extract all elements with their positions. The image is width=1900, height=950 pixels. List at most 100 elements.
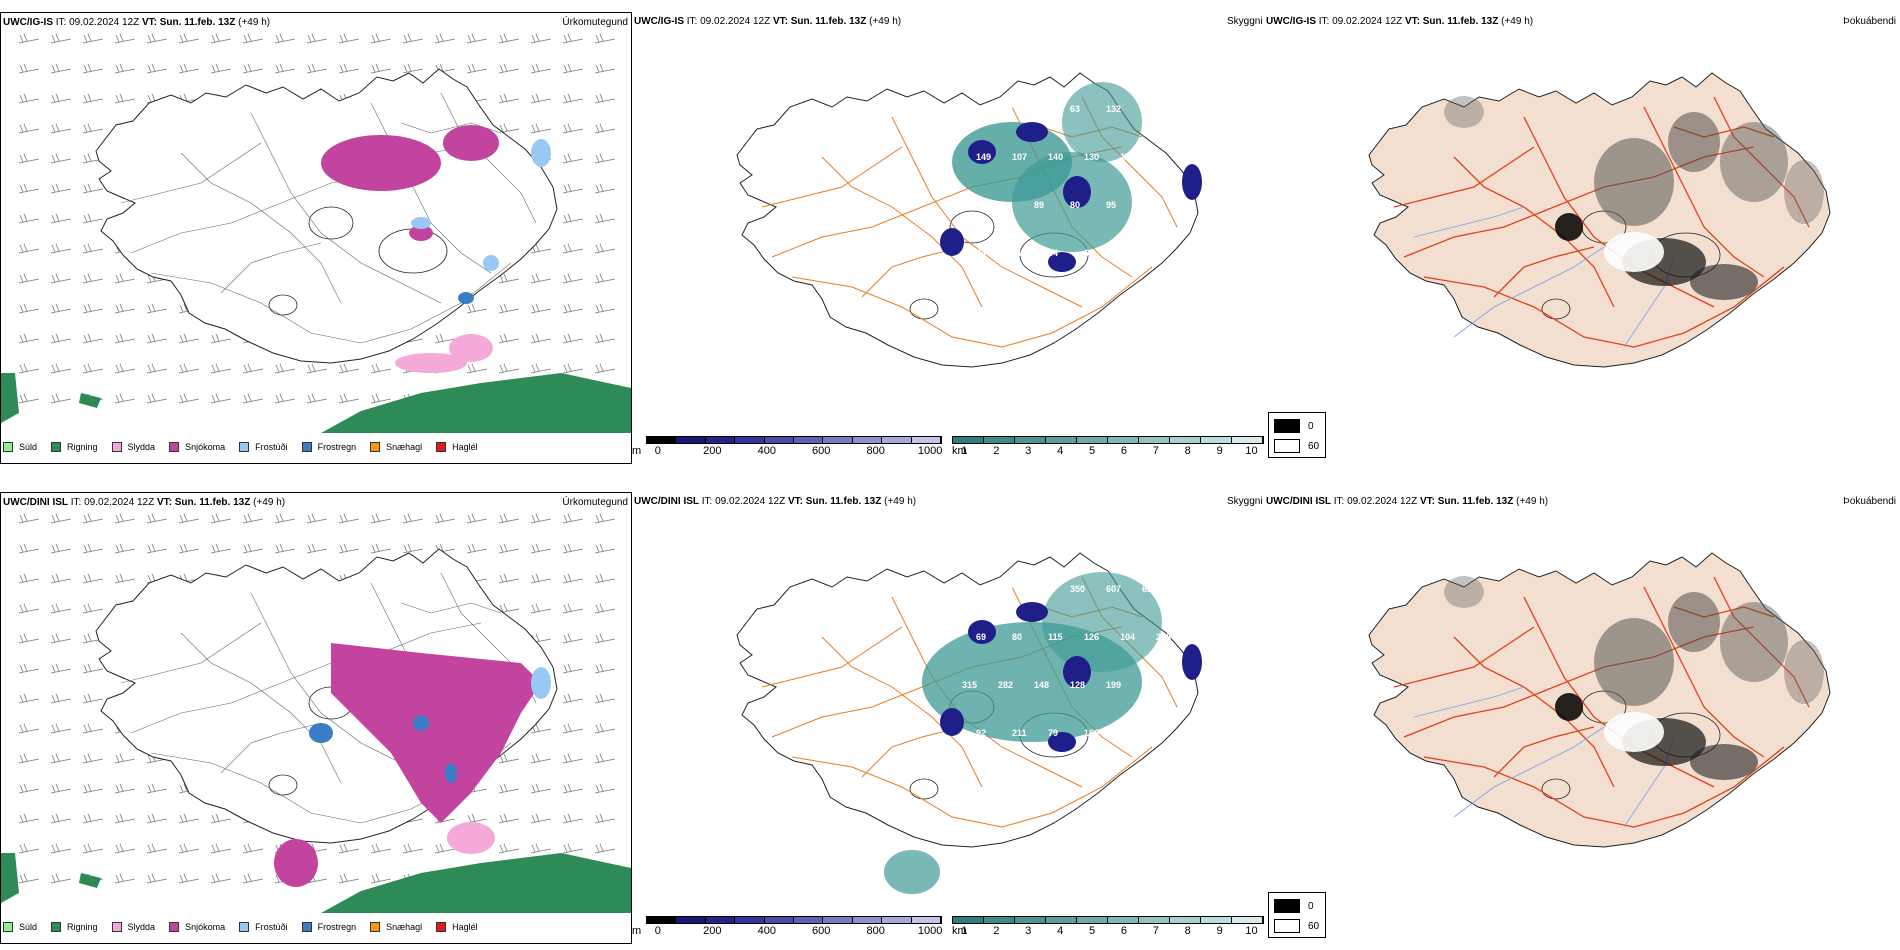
cloudbase-value: 128	[1070, 680, 1085, 690]
colorbar-unit: m	[632, 445, 642, 457]
cloudbase-value: 62	[1142, 584, 1152, 594]
fog-title: Þokuábendi	[1843, 16, 1896, 27]
cloudbase-value: 171	[1120, 152, 1135, 162]
legend-label: Rigning	[67, 922, 98, 932]
cloudbase-value: 63	[1070, 104, 1080, 114]
visibility-map: 235 573 173 63 132 138 149 107 140 130 171 37 67 51 89…	[736, 72, 1202, 368]
colorbar-tick: 7	[1152, 925, 1159, 937]
legend-entry: Haglél	[436, 442, 478, 452]
colorbar-cell	[735, 917, 765, 923]
fog-legend-swatch	[1274, 919, 1300, 933]
legend-label: Snjókoma	[185, 442, 226, 452]
legend-label: Snjókoma	[185, 922, 226, 932]
colorbar-cell	[794, 437, 824, 443]
cloudbase-value: 199	[1106, 680, 1121, 690]
legend-label: Haglél	[452, 442, 478, 452]
colorbar-tick: 600	[812, 445, 831, 457]
precip-title: Úrkomutegund	[562, 497, 628, 508]
precip-panel-top: UWC/IG-IS IT: 09.02.2024 12Z VT: Sun. 11…	[0, 12, 632, 464]
road-network	[1393, 96, 1810, 348]
legend-entry: Frostregn	[301, 922, 356, 932]
visibility-colorbar-bottom: km 1 2 3 4 5 6 7 8 9 10	[952, 916, 1264, 937]
colorbar-cell	[764, 437, 795, 443]
legend-swatch	[51, 442, 62, 452]
visibility-title: Skyggni	[1227, 16, 1263, 27]
colorbar-tick: 8	[1184, 445, 1191, 457]
colorbar-tick: 5	[1088, 925, 1096, 937]
visibility-panel-top: UWC/IG-IS IT: 09.02.2024 12Z VT: Sun. 11…	[632, 12, 1264, 464]
colorbar-cell	[984, 437, 1015, 443]
visibility-colorbar-top: km 1 2 3 4 5 6 7 8 9 10	[952, 436, 1264, 457]
colorbar-tick: 2	[993, 925, 1000, 937]
colorbar-cell	[1015, 917, 1046, 923]
colorbar-cell	[676, 917, 706, 923]
colorbar-unit: km	[952, 925, 967, 937]
fog-panel-bottom: UWC/DINI ISL IT: 09.02.2024 12Z VT: Sun.…	[1264, 492, 1900, 944]
cloudbase-value: 186	[1084, 728, 1099, 738]
fog-panel-top: UWC/IG-IS IT: 09.02.2024 12Z VT: Sun. 11…	[1264, 12, 1900, 464]
legend-swatch	[239, 922, 250, 932]
legend-entry: Haglél	[436, 922, 478, 932]
cloudbase-value: 89	[1034, 200, 1044, 210]
legend-entry: Snæhagl	[370, 442, 422, 452]
cloudbase-value: 45	[962, 776, 972, 786]
colorbar-cell	[676, 437, 706, 443]
legend-entry: Snjókoma	[169, 922, 225, 932]
cloudbase-value: 126	[1084, 632, 1099, 642]
fog-legend-bottom: 0 60	[1268, 892, 1326, 938]
legend-swatch	[51, 922, 62, 932]
colorbar-cell	[1232, 917, 1263, 923]
fog-legend-entry: 0	[1274, 419, 1314, 433]
colorbar-tick: 800	[866, 925, 885, 937]
fog-legend-entry: 60	[1274, 439, 1319, 453]
colorbar-tick: 600	[812, 925, 831, 937]
legend-entry: Súld	[3, 442, 37, 452]
colorbar-tick: 4	[1057, 445, 1064, 457]
panel-header: UWC/IG-IS IT: 09.02.2024 12Z VT: Sun. 11…	[3, 17, 271, 28]
colorbar-cell	[735, 437, 765, 443]
legend-label: Slydda	[127, 922, 156, 932]
colorbar-tick: 5	[1088, 445, 1096, 457]
colorbar-tick: 0	[654, 925, 661, 937]
cloudbase-value: 211	[1012, 728, 1027, 738]
colorbar-cell	[984, 917, 1015, 923]
colorbar-ticks: 0 200 400 600 800 1000	[646, 925, 943, 937]
colorbar-cell	[647, 437, 677, 443]
colorbar-cell	[705, 437, 736, 443]
legend-entry: Rigning	[51, 922, 98, 932]
colorbar-cell	[705, 917, 736, 923]
legend-label: Frostúði	[255, 922, 288, 932]
cloudbase-value: 71	[1142, 200, 1152, 210]
colorbar-tick: 2	[993, 445, 1000, 457]
colorbar-tick: 1000	[917, 445, 943, 457]
legend-entry: Snæhagl	[370, 922, 422, 932]
fog-legend-label: 0	[1308, 900, 1314, 912]
legend-swatch	[169, 442, 180, 452]
legend-entry: Frostúði	[239, 922, 288, 932]
legend-label: Slydda	[127, 442, 156, 452]
colorbar-tick: 8	[1184, 925, 1191, 937]
colorbar-cell	[1015, 437, 1046, 443]
colorbar-cell	[1046, 917, 1077, 923]
cloudbase-value: 92	[976, 728, 986, 738]
colorbar-tick: 1	[961, 445, 968, 457]
cloudbase-value: 138	[1142, 104, 1157, 114]
colorbar-cells	[952, 436, 1264, 444]
colorbar-tick: 9	[1216, 925, 1223, 937]
cloudbase-value: 140	[1048, 152, 1063, 162]
panel-header: UWC/IG-IS IT: 09.02.2024 12Z VT: Sun. 11…	[1266, 16, 1534, 27]
cloudbase-value: 79	[1048, 728, 1058, 738]
cloudbase-value: 69	[1084, 248, 1094, 258]
colorbar-unit: m	[632, 925, 642, 937]
cloudbase-value: 315	[962, 680, 977, 690]
cloudbase-value: 107	[1120, 728, 1135, 738]
colorbar-cell	[1139, 917, 1170, 923]
cloudbase-labels: 92 258 305 350 607 62 69 80 115 126 104 218 315 282 14…	[962, 584, 1171, 786]
legend-entry: Slydda	[111, 442, 156, 452]
colorbar-cell	[852, 917, 883, 923]
legend-entry: Rigning	[51, 442, 98, 452]
legend-label: Snæhagl	[386, 442, 423, 452]
legend-swatch	[370, 922, 381, 932]
colorbar-cell	[911, 917, 942, 923]
colorbar-tick: 10	[1245, 925, 1258, 937]
